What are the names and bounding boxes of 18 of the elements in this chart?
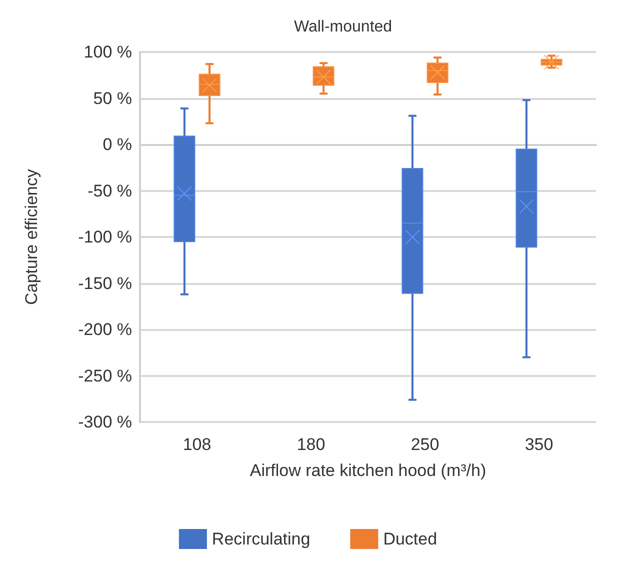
x-tick-label: 250 bbox=[410, 435, 440, 454]
legend-label: Ducted bbox=[383, 530, 438, 548]
y-tick-label: 50 % bbox=[93, 88, 132, 108]
legend-label: Recirculating bbox=[212, 530, 310, 548]
chart-title: Wall-mounted bbox=[294, 18, 392, 36]
y-tick-label: 0 % bbox=[102, 135, 132, 154]
y-tick-label: -100 % bbox=[78, 228, 132, 246]
y-tick-label: -300 % bbox=[78, 412, 132, 432]
x-tick-label: 180 bbox=[296, 435, 326, 454]
y-tick-label: -50 % bbox=[88, 181, 132, 200]
y-tick-label: -250 % bbox=[78, 366, 132, 386]
y-tick-label: -200 % bbox=[78, 320, 132, 339]
x-tick-label: 350 bbox=[524, 435, 554, 454]
y-tick-label: 100 % bbox=[84, 42, 132, 62]
y-tick-label: -150 % bbox=[78, 274, 132, 293]
x-axis-title: Airflow rate kitchen hood (m³/h) bbox=[250, 461, 486, 480]
x-tick-label: 108 bbox=[182, 435, 212, 454]
y-axis-title: Capture efficiency bbox=[22, 168, 41, 305]
